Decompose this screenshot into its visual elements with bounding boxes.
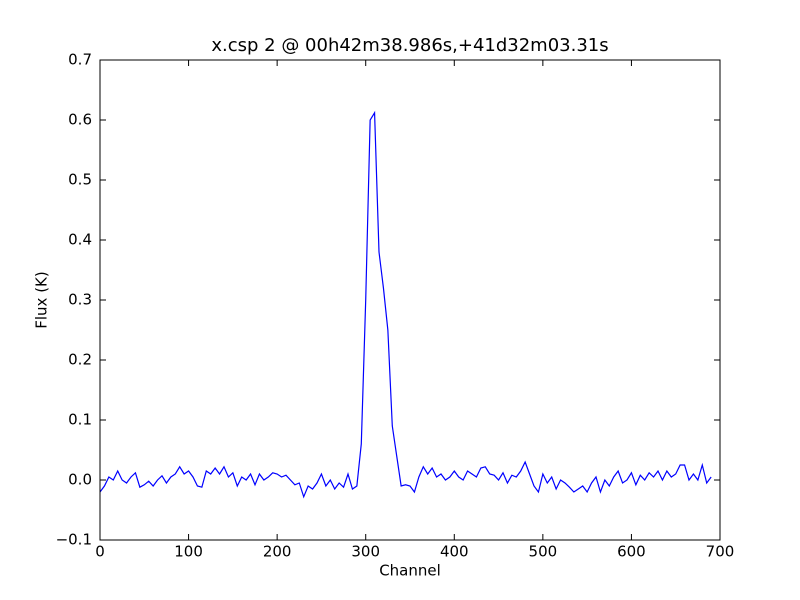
y-tick-label: 0.7 [68,51,92,69]
y-tick-label: 0.6 [68,111,92,129]
x-tick-label: 100 [174,543,203,561]
y-tick-label: 0.1 [68,411,92,429]
y-tick-label: 0.4 [68,231,92,249]
y-tick-label: 0.5 [68,171,92,189]
y-tick-label: 0.2 [68,351,92,369]
plot-frame [99,59,721,541]
data-line [99,110,712,499]
x-tick-label: 500 [529,543,558,561]
y-axis-label: Flux (K) [33,271,51,329]
x-tick-label: 600 [617,543,646,561]
x-tick-label: 400 [440,543,469,561]
x-tick-label: 0 [95,543,105,561]
x-tick-label: 200 [263,543,292,561]
chart-title: x.csp 2 @ 00h42m38.986s,+41d32m03.31s [211,35,608,56]
y-tick-label: 0.3 [68,291,92,309]
y-tick-label: −0.1 [56,531,92,549]
x-axis-label: Channel [379,562,441,580]
x-tick-label: 300 [351,543,380,561]
y-tick-label: 0.0 [68,471,92,489]
x-tick-label: 700 [706,543,735,561]
